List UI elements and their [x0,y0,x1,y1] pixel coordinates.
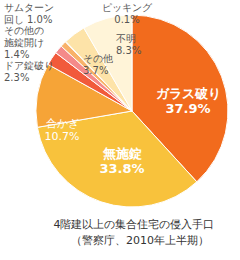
slice-label: 不明 [116,33,136,44]
data-label: 1.0% [27,14,52,25]
subtitle: （警察庁、2010年上半期） [71,234,209,247]
slice-label: ドア錠破り [4,60,54,71]
slice [37,111,196,207]
slice-label: 無施錠 [102,146,142,161]
data-label: 2.3% [4,72,29,83]
data-label: 0.1% [114,14,139,25]
data-label: 10.7% [45,130,80,143]
slice-label: サムターン回し [4,2,54,25]
chart: ガラス破り37.9% 無施錠33.8% 合かぎ10.7% ドア錠破り2.3% その他の施… [0,0,240,260]
data-label: 33.8% [99,161,144,176]
slice-label: その他 [83,53,113,64]
slice-label: 合かぎ [46,117,79,130]
slice-label: ガラス破り [156,86,221,101]
slices [36,15,228,207]
data-label: 3.7% [83,65,108,76]
slice [84,15,132,111]
slice-label: ピッキング [102,2,153,13]
data-label: 8.3% [116,45,141,56]
data-label: 37.9% [165,101,210,116]
slice-label: その他の施錠開け [4,25,44,48]
data-label: 1.4% [4,49,29,60]
labels: ガラス破り37.9% 無施錠33.8% 合かぎ10.7% ドア錠破り2.3% その他の施… [4,2,221,176]
title: 4階建以上の集合住宅の侵入手口 [54,218,215,231]
